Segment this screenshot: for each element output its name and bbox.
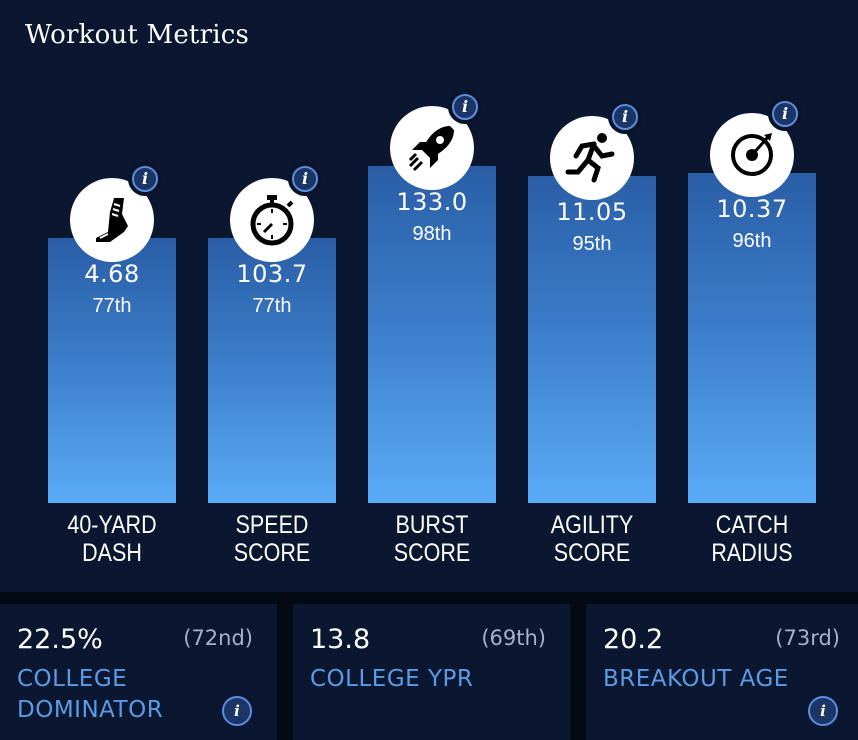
info-glyph: i	[612, 104, 638, 130]
bar-value-label: 4.68	[84, 260, 140, 288]
info-icon[interactable]: i	[222, 696, 252, 726]
category-label-line: SCORE	[393, 539, 471, 567]
college-ypr-card: 13.8 (69th) COLLEGE YPR	[293, 604, 570, 740]
bar-value-label: 10.37	[716, 195, 788, 223]
card-value: 22.5%	[17, 624, 103, 655]
card-label: COLLEGE YPR	[310, 664, 510, 695]
info-icon[interactable]: i	[448, 90, 482, 124]
category-label: CATCH RADIUS	[683, 511, 821, 567]
card-rank: (69th)	[481, 626, 546, 650]
info-icon[interactable]: i	[128, 162, 162, 196]
card-label-line: DOMINATOR	[17, 697, 164, 723]
bar-percentile-label: 77th	[92, 295, 132, 317]
bar: 10.37 96th	[688, 173, 816, 503]
bar: 133.0 98th	[368, 166, 496, 503]
category-label: AGILITY SCORE	[523, 511, 661, 567]
bar-value-label: 133.0	[396, 188, 468, 216]
info-icon[interactable]: i	[608, 100, 642, 134]
bar: 103.7 77th	[208, 238, 336, 503]
bar-value-label: 11.05	[556, 198, 628, 226]
category-label-line: SCORE	[553, 539, 631, 567]
category-label-line: AGILITY	[550, 511, 634, 539]
card-label: COLLEGE DOMINATOR	[17, 664, 217, 726]
workout-metrics-chart: 4.68 77th i 40-YARD DASH 103.7 77th i SPEED SCORE…	[0, 72, 858, 592]
bar-percentile-label: 98th	[412, 223, 452, 245]
bar: 11.05 95th	[528, 176, 656, 503]
info-glyph: i	[292, 166, 318, 192]
card-value: 13.8	[310, 624, 371, 655]
bar: 4.68 77th	[48, 238, 176, 503]
info-icon[interactable]: i	[768, 97, 802, 131]
category-label: SPEED SCORE	[203, 511, 341, 567]
bar-percentile-label: 77th	[252, 295, 292, 317]
card-rank: (73rd)	[775, 626, 840, 650]
bar-value-label: 103.7	[236, 260, 308, 288]
info-glyph: i	[772, 101, 798, 127]
info-glyph: i	[132, 166, 158, 192]
info-glyph: i	[452, 94, 478, 120]
breakout-age-card: 20.2 (73rd) BREAKOUT AGE i	[586, 604, 858, 740]
category-label-line: 40-YARD	[67, 511, 157, 539]
card-label: BREAKOUT AGE	[603, 664, 803, 695]
category-label-line: DASH	[82, 539, 142, 567]
category-label: 40-YARD DASH	[43, 511, 181, 567]
category-label-line: SCORE	[233, 539, 311, 567]
category-label-line: RADIUS	[711, 539, 793, 567]
card-rank: (72nd)	[183, 626, 253, 650]
title-tab: Workout Metrics	[0, 0, 278, 72]
card-label-line: COLLEGE	[17, 666, 128, 692]
category-label-line: BURST	[395, 511, 469, 539]
category-label-line: SPEED	[235, 511, 309, 539]
card-value: 20.2	[603, 624, 664, 655]
card-label-line: COLLEGE YPR	[310, 666, 474, 692]
category-label: BURST SCORE	[363, 511, 501, 567]
info-icon[interactable]: i	[808, 696, 838, 726]
card-label-line: BREAKOUT AGE	[603, 666, 789, 692]
bar-percentile-label: 96th	[732, 230, 772, 252]
panel-title: Workout Metrics	[25, 20, 250, 50]
college-dominator-card: 22.5% (72nd) COLLEGE DOMINATOR i	[0, 604, 277, 740]
category-label-line: CATCH	[715, 511, 789, 539]
bar-percentile-label: 95th	[572, 233, 612, 255]
info-icon[interactable]: i	[288, 162, 322, 196]
workout-metrics-panel: Workout Metrics 4.68 77th i 40-YARD DASH 103.…	[0, 0, 858, 592]
